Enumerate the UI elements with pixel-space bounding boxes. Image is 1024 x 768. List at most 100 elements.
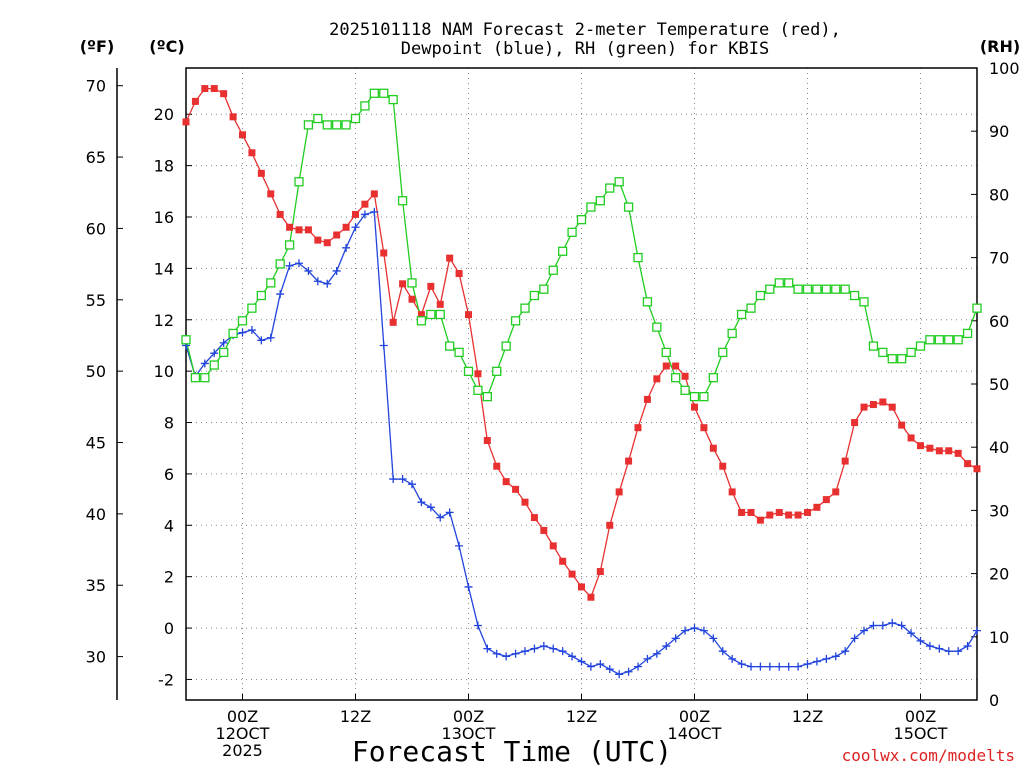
dewpoint-point [596,660,605,669]
dewpoint-point [897,621,906,630]
dewpoint-point [662,642,671,651]
rh-point [275,259,285,269]
rh-point [407,278,417,288]
dewpoint-point [615,670,624,679]
dewpoint-point [483,644,492,653]
rh-point [219,347,229,358]
dewpoint-point [634,662,642,671]
temperature-point [596,568,604,576]
rh-tick-label: 80 [989,185,1009,204]
rh-point [284,240,295,250]
rh-point [379,88,389,98]
rh-point [840,284,850,294]
temperature-point [851,419,859,427]
x-tick-label: 12OCT [216,724,270,743]
x-tick-label: 12Z [792,707,823,726]
temperature-point [813,503,821,511]
temperature-point [728,488,736,496]
temperature-point [917,442,924,450]
rh-point [482,391,492,402]
rh-point [652,322,662,332]
temperature-point [286,223,294,231]
dewpoint-point [850,634,859,643]
dewpoint-point [379,341,388,350]
dewpoint-point [351,223,360,232]
rh-point [294,177,304,187]
temperature-point [399,280,407,288]
rh-point [802,284,813,294]
dewpoint-point [869,621,878,630]
x-tick-label: 00Z [679,707,710,726]
temperature-point [964,460,972,468]
rh-point [897,354,907,364]
rh-point [539,284,549,294]
rh-point [689,391,700,402]
celsius-unit-label: (ºC) [149,37,184,56]
dewpoint-point [765,662,774,671]
c-tick-label: -2 [158,670,174,689]
temperature-point [860,403,868,411]
temperature-point [747,508,755,516]
temperature-point [229,113,237,121]
dewpoint-point [878,621,887,630]
rh-point [341,120,351,130]
temperature-point [615,488,623,496]
temperature-point [841,457,849,465]
temperature-point [672,362,680,370]
dewpoint-point [831,652,840,661]
rh-tick-label: 30 [989,501,1009,520]
rh-point [586,202,596,212]
rh-point [510,316,521,326]
dewpoint-point [238,328,247,337]
temperature-point [446,254,454,262]
rh-point [567,227,577,237]
dewpoint-point [558,647,567,656]
temperature-point [474,370,482,378]
temperature-point [804,508,811,516]
dewpoint-point [944,647,953,656]
temperature-point [455,270,463,278]
dewpoint-point [360,210,369,219]
dewpoint-point [737,660,746,669]
temperature-point [248,149,256,157]
temperature-point [257,169,265,177]
temperature-point [502,478,510,486]
dewpoint-point [624,667,633,676]
dewpoint-point [718,647,727,656]
dewpoint-point [652,649,661,658]
temperature-point [898,421,906,429]
temperature-point [662,362,670,370]
rh-point [614,177,624,187]
temperature-point [483,437,491,445]
rh-point [237,316,248,326]
rh-point [529,290,540,301]
rh-point [736,309,747,320]
temperature-point [427,282,435,290]
x-tick-label: 00Z [227,707,258,726]
c-tick-label: 4 [164,516,174,535]
rh-point [416,316,427,326]
temperature-point [333,231,341,239]
dewpoint-point [756,662,765,671]
temperature-line [185,87,978,599]
temperature-point [973,465,981,473]
temperature-point [267,190,275,198]
temperature-point [700,424,708,432]
dewpoint-point [907,629,916,638]
rh-point [426,309,436,320]
temperature-point [559,557,567,565]
temperature-point [417,311,425,319]
temperature-point [191,97,199,105]
rh-point [887,354,897,364]
rh-point [755,290,766,301]
rh-tick-label: 40 [989,438,1009,457]
dewpoint-point [426,503,435,512]
dewpoint-point [643,654,652,663]
source-credit: coolwx.com/modelts [842,746,1015,765]
dewpoint-point [935,644,944,653]
dewpoint-point [408,480,416,489]
rh-point [303,120,314,130]
dewpoint-point [417,498,426,507]
temperature-point [926,444,934,452]
temperature-point [465,311,472,319]
